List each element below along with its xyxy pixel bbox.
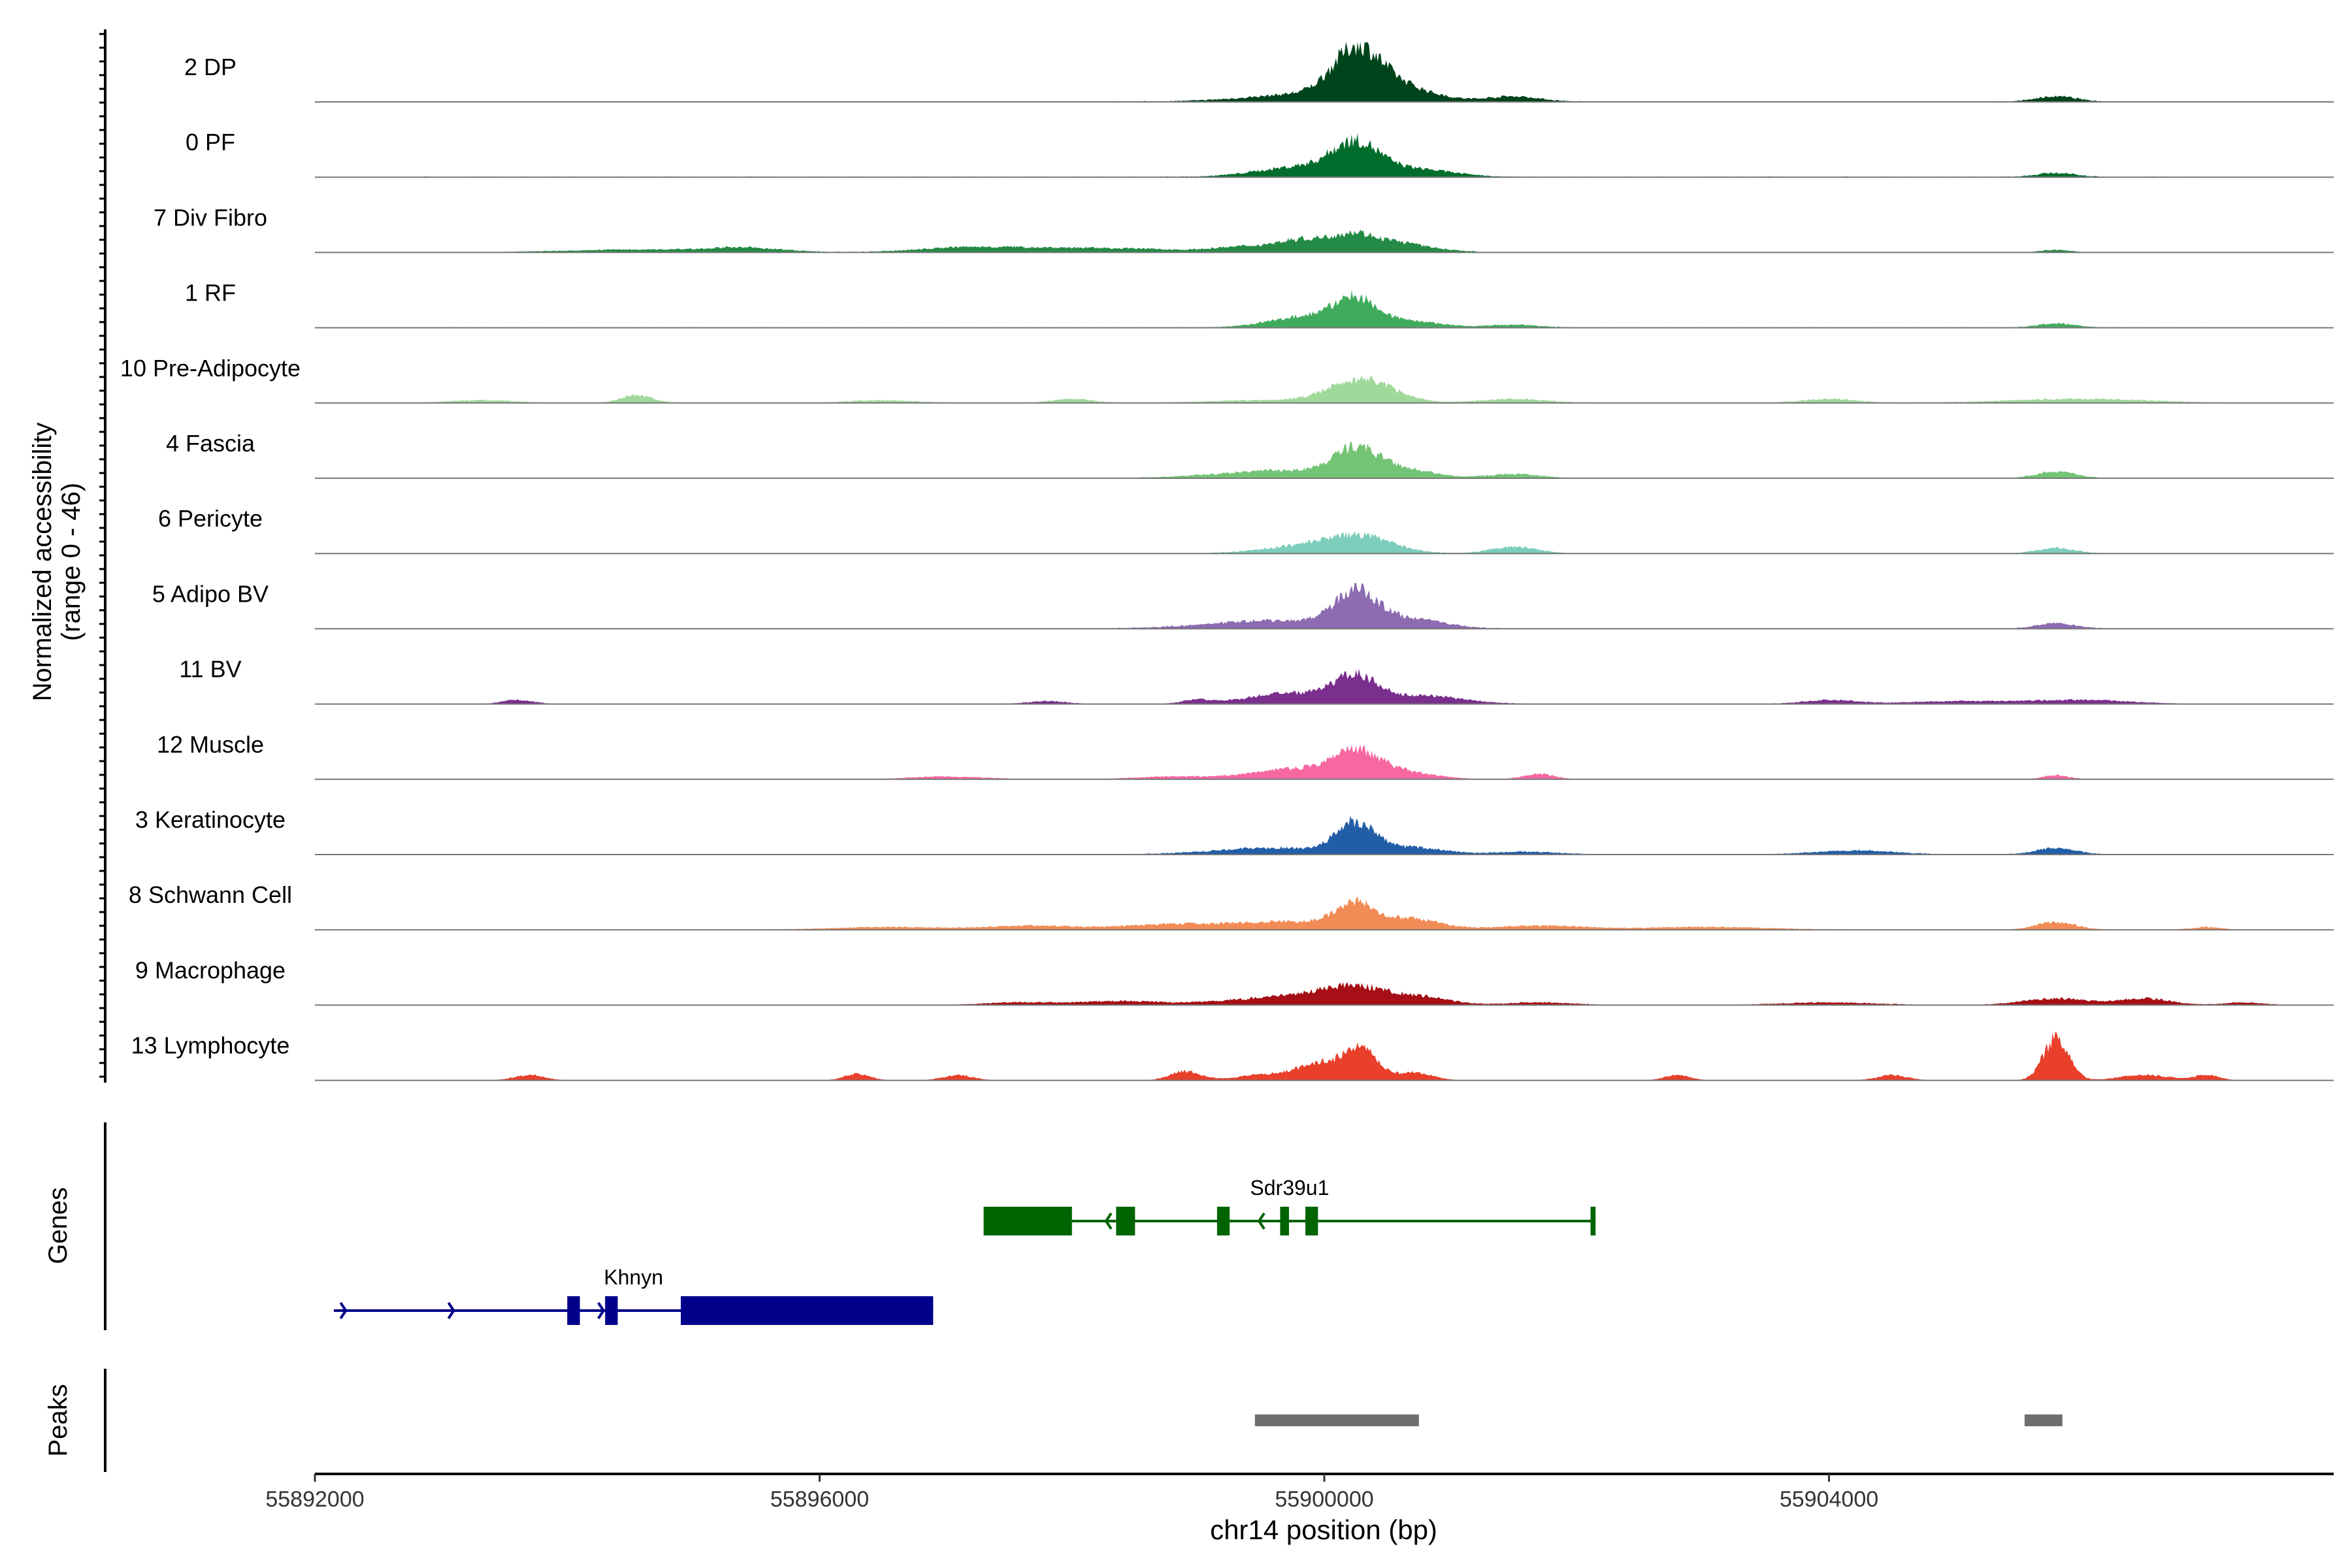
coverage-area: [315, 42, 2334, 102]
track-label: 5 Adipo BV: [152, 580, 269, 607]
coverage-area: [315, 1031, 2334, 1081]
coverage-area: [315, 668, 2334, 704]
track-label: 7 Div Fibro: [154, 204, 267, 231]
track-label: 10 Pre-Adipocyte: [120, 355, 301, 382]
coverage-panel: Normalized accessibility (range 0 - 46) …: [28, 29, 2334, 1083]
track-label: 6 Pericyte: [158, 505, 263, 532]
coverage-area: [315, 229, 2334, 253]
coverage-area: [315, 290, 2334, 328]
coverage-tracks: 2 DP 0 PF 7 Div Fibro 1 RF 10 Pre-Adipocyte 4…: [120, 42, 2334, 1081]
track-3: 1 RF: [185, 280, 2334, 329]
x-tick-label: 55896000: [770, 1487, 869, 1512]
x-tick-label: 55892000: [265, 1487, 364, 1512]
strand-arrow: [339, 1301, 348, 1320]
coverage-area: [315, 815, 2334, 855]
gene-exon: [605, 1296, 618, 1325]
x-axis: 55892000 55896000 55900000 55904000 chr14 p…: [265, 1473, 2334, 1545]
genes-panel: Genes Sdr39u1 Khnyn: [44, 1122, 1596, 1330]
track-1: 0 PF: [186, 129, 2334, 178]
track-label: 13 Lymphocyte: [131, 1032, 290, 1059]
peak-regions: [1254, 1414, 2063, 1426]
track-2: 7 Div Fibro: [154, 204, 2334, 253]
track-12: 9 Macrophage: [135, 956, 2334, 1006]
x-axis-label: chr14 position (bp): [1210, 1514, 1437, 1545]
track-4: 10 Pre-Adipocyte: [120, 355, 2334, 404]
peak-region: [1254, 1414, 1419, 1426]
gene-khnyn: Khnyn: [333, 1266, 934, 1325]
strand-arrow: [1104, 1212, 1113, 1230]
track-0: 2 DP: [184, 42, 2334, 103]
strand-arrow: [597, 1301, 606, 1320]
coverage-area: [315, 982, 2334, 1005]
gene-label: Sdr39u1: [1250, 1176, 1329, 1200]
track-11: 8 Schwann Cell: [129, 881, 2334, 931]
coverage-y-ticks: [99, 33, 105, 1078]
gene-exon: [983, 1207, 1072, 1235]
gene-exon: [681, 1296, 934, 1325]
y-axis-label: Normalized accessibility: [28, 423, 57, 702]
track-10: 3 Keratinocyte: [135, 806, 2334, 855]
gene-sdr39u1: Sdr39u1: [983, 1176, 1596, 1235]
gene-exon: [1590, 1207, 1596, 1235]
peak-region: [2024, 1414, 2063, 1426]
genes-label: Genes: [44, 1187, 73, 1264]
coverage-area: [315, 896, 2334, 930]
y-axis-range-label: (range 0 - 46): [57, 483, 86, 641]
gene-exon: [1116, 1207, 1135, 1235]
track-label: 0 PF: [186, 129, 235, 155]
track-label: 4 Fascia: [166, 430, 255, 457]
peaks-label: Peaks: [44, 1384, 73, 1456]
gene-exon: [1305, 1207, 1318, 1235]
track-8: 11 BV: [179, 656, 2334, 705]
x-ticks: 55892000 55896000 55900000 55904000: [265, 1474, 1878, 1512]
coverage-area: [315, 745, 2334, 779]
coverage-area: [315, 133, 2334, 178]
coverage-area: [315, 441, 2334, 478]
track-label: 2 DP: [184, 54, 237, 80]
x-tick-label: 55904000: [1780, 1487, 1878, 1512]
coverage-area: [315, 375, 2334, 403]
track-5: 4 Fascia: [166, 430, 2334, 479]
track-label: 9 Macrophage: [135, 956, 286, 983]
track-6: 6 Pericyte: [158, 505, 2334, 555]
gene-label: Khnyn: [604, 1266, 663, 1289]
track-label: 11 BV: [179, 656, 241, 683]
strand-arrow: [1257, 1212, 1266, 1230]
x-tick-label: 55900000: [1275, 1487, 1373, 1512]
track-label: 8 Schwann Cell: [129, 881, 292, 908]
track-label: 3 Keratinocyte: [135, 806, 286, 833]
strand-arrow: [447, 1301, 455, 1320]
gene-models: Sdr39u1 Khnyn: [333, 1176, 1596, 1325]
peaks-panel: Peaks: [44, 1369, 2063, 1472]
track-label: 1 RF: [185, 280, 236, 306]
coverage-area: [315, 583, 2334, 629]
track-label: 12 Muscle: [157, 731, 264, 758]
coverage-area: [315, 531, 2334, 554]
track-9: 12 Muscle: [157, 731, 2334, 780]
gene-exon: [1217, 1207, 1230, 1235]
gene-exon: [567, 1296, 580, 1325]
gene-exon: [1280, 1207, 1289, 1235]
track-13: 13 Lymphocyte: [131, 1031, 2334, 1081]
track-7: 5 Adipo BV: [152, 580, 2334, 630]
